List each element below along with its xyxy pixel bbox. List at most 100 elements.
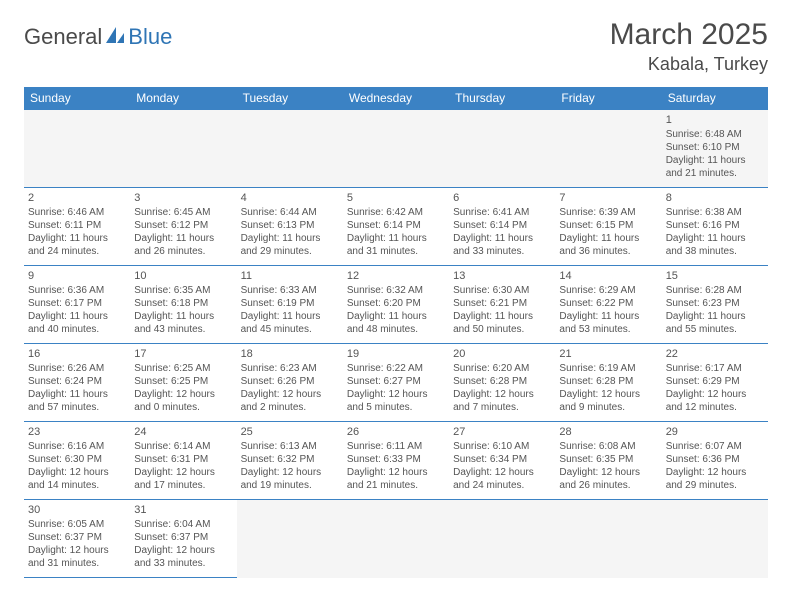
calendar-cell: 3Sunrise: 6:45 AMSunset: 6:12 PMDaylight…	[130, 188, 236, 266]
sunrise-text: Sunrise: 6:29 AM	[559, 284, 657, 297]
daylight-text: Daylight: 12 hours and 33 minutes.	[134, 544, 232, 570]
calendar-cell: 13Sunrise: 6:30 AMSunset: 6:21 PMDayligh…	[449, 266, 555, 344]
sunrise-text: Sunrise: 6:46 AM	[28, 206, 126, 219]
day-number: 31	[134, 503, 232, 517]
daylight-text: Daylight: 12 hours and 7 minutes.	[453, 388, 551, 414]
sunset-text: Sunset: 6:22 PM	[559, 297, 657, 310]
logo: General Blue	[24, 18, 172, 50]
day-number: 5	[347, 191, 445, 205]
day-number: 28	[559, 425, 657, 439]
sunset-text: Sunset: 6:28 PM	[559, 375, 657, 388]
daylight-text: Daylight: 11 hours and 48 minutes.	[347, 310, 445, 336]
weekday-header-row: Sunday Monday Tuesday Wednesday Thursday…	[24, 87, 768, 110]
calendar-cell: 24Sunrise: 6:14 AMSunset: 6:31 PMDayligh…	[130, 422, 236, 500]
day-number: 29	[666, 425, 764, 439]
calendar-cell: 21Sunrise: 6:19 AMSunset: 6:28 PMDayligh…	[555, 344, 661, 422]
daylight-text: Daylight: 11 hours and 21 minutes.	[666, 154, 764, 180]
calendar-cell: 4Sunrise: 6:44 AMSunset: 6:13 PMDaylight…	[237, 188, 343, 266]
sunset-text: Sunset: 6:14 PM	[453, 219, 551, 232]
calendar-cell: 9Sunrise: 6:36 AMSunset: 6:17 PMDaylight…	[24, 266, 130, 344]
sunset-text: Sunset: 6:33 PM	[347, 453, 445, 466]
calendar-cell	[130, 110, 236, 188]
sunrise-text: Sunrise: 6:33 AM	[241, 284, 339, 297]
daylight-text: Daylight: 12 hours and 17 minutes.	[134, 466, 232, 492]
calendar-table: Sunday Monday Tuesday Wednesday Thursday…	[24, 87, 768, 578]
sunrise-text: Sunrise: 6:22 AM	[347, 362, 445, 375]
sunset-text: Sunset: 6:25 PM	[134, 375, 232, 388]
sunset-text: Sunset: 6:31 PM	[134, 453, 232, 466]
calendar-cell: 30Sunrise: 6:05 AMSunset: 6:37 PMDayligh…	[24, 500, 130, 578]
sunset-text: Sunset: 6:20 PM	[347, 297, 445, 310]
sunset-text: Sunset: 6:29 PM	[666, 375, 764, 388]
calendar-cell: 20Sunrise: 6:20 AMSunset: 6:28 PMDayligh…	[449, 344, 555, 422]
daylight-text: Daylight: 12 hours and 14 minutes.	[28, 466, 126, 492]
calendar-body: 1Sunrise: 6:48 AMSunset: 6:10 PMDaylight…	[24, 110, 768, 578]
calendar-cell	[662, 500, 768, 578]
calendar-cell: 6Sunrise: 6:41 AMSunset: 6:14 PMDaylight…	[449, 188, 555, 266]
sunrise-text: Sunrise: 6:17 AM	[666, 362, 764, 375]
day-number: 20	[453, 347, 551, 361]
sunrise-text: Sunrise: 6:10 AM	[453, 440, 551, 453]
sunrise-text: Sunrise: 6:41 AM	[453, 206, 551, 219]
day-number: 10	[134, 269, 232, 283]
calendar-cell: 11Sunrise: 6:33 AMSunset: 6:19 PMDayligh…	[237, 266, 343, 344]
day-number: 13	[453, 269, 551, 283]
calendar-cell: 15Sunrise: 6:28 AMSunset: 6:23 PMDayligh…	[662, 266, 768, 344]
calendar-cell: 23Sunrise: 6:16 AMSunset: 6:30 PMDayligh…	[24, 422, 130, 500]
day-number: 15	[666, 269, 764, 283]
sunrise-text: Sunrise: 6:23 AM	[241, 362, 339, 375]
sunset-text: Sunset: 6:30 PM	[28, 453, 126, 466]
weekday-header: Wednesday	[343, 87, 449, 110]
sunset-text: Sunset: 6:16 PM	[666, 219, 764, 232]
calendar-row: 30Sunrise: 6:05 AMSunset: 6:37 PMDayligh…	[24, 500, 768, 578]
day-number: 1	[666, 113, 764, 127]
weekday-header: Thursday	[449, 87, 555, 110]
calendar-cell: 10Sunrise: 6:35 AMSunset: 6:18 PMDayligh…	[130, 266, 236, 344]
calendar-cell: 14Sunrise: 6:29 AMSunset: 6:22 PMDayligh…	[555, 266, 661, 344]
sunrise-text: Sunrise: 6:36 AM	[28, 284, 126, 297]
daylight-text: Daylight: 11 hours and 55 minutes.	[666, 310, 764, 336]
sunset-text: Sunset: 6:11 PM	[28, 219, 126, 232]
logo-text-blue: Blue	[128, 24, 172, 50]
day-number: 11	[241, 269, 339, 283]
calendar-cell: 22Sunrise: 6:17 AMSunset: 6:29 PMDayligh…	[662, 344, 768, 422]
sunrise-text: Sunrise: 6:16 AM	[28, 440, 126, 453]
calendar-row: 9Sunrise: 6:36 AMSunset: 6:17 PMDaylight…	[24, 266, 768, 344]
sunset-text: Sunset: 6:35 PM	[559, 453, 657, 466]
sunrise-text: Sunrise: 6:28 AM	[666, 284, 764, 297]
sunset-text: Sunset: 6:36 PM	[666, 453, 764, 466]
calendar-cell: 5Sunrise: 6:42 AMSunset: 6:14 PMDaylight…	[343, 188, 449, 266]
daylight-text: Daylight: 11 hours and 45 minutes.	[241, 310, 339, 336]
day-number: 8	[666, 191, 764, 205]
day-number: 9	[28, 269, 126, 283]
sunrise-text: Sunrise: 6:26 AM	[28, 362, 126, 375]
day-number: 7	[559, 191, 657, 205]
calendar-row: 23Sunrise: 6:16 AMSunset: 6:30 PMDayligh…	[24, 422, 768, 500]
weekday-header: Tuesday	[237, 87, 343, 110]
day-number: 25	[241, 425, 339, 439]
sunset-text: Sunset: 6:24 PM	[28, 375, 126, 388]
day-number: 22	[666, 347, 764, 361]
day-number: 4	[241, 191, 339, 205]
calendar-row: 16Sunrise: 6:26 AMSunset: 6:24 PMDayligh…	[24, 344, 768, 422]
calendar-cell: 25Sunrise: 6:13 AMSunset: 6:32 PMDayligh…	[237, 422, 343, 500]
header: General Blue March 2025 Kabala, Turkey	[24, 18, 768, 75]
day-number: 2	[28, 191, 126, 205]
calendar-cell: 19Sunrise: 6:22 AMSunset: 6:27 PMDayligh…	[343, 344, 449, 422]
calendar-cell	[24, 110, 130, 188]
daylight-text: Daylight: 11 hours and 43 minutes.	[134, 310, 232, 336]
sunrise-text: Sunrise: 6:39 AM	[559, 206, 657, 219]
daylight-text: Daylight: 12 hours and 2 minutes.	[241, 388, 339, 414]
day-number: 30	[28, 503, 126, 517]
calendar-cell: 8Sunrise: 6:38 AMSunset: 6:16 PMDaylight…	[662, 188, 768, 266]
daylight-text: Daylight: 12 hours and 26 minutes.	[559, 466, 657, 492]
sunrise-text: Sunrise: 6:13 AM	[241, 440, 339, 453]
daylight-text: Daylight: 12 hours and 21 minutes.	[347, 466, 445, 492]
sunset-text: Sunset: 6:10 PM	[666, 141, 764, 154]
weekday-header: Monday	[130, 87, 236, 110]
calendar-cell	[555, 500, 661, 578]
sunrise-text: Sunrise: 6:11 AM	[347, 440, 445, 453]
day-number: 26	[347, 425, 445, 439]
day-number: 21	[559, 347, 657, 361]
day-number: 27	[453, 425, 551, 439]
